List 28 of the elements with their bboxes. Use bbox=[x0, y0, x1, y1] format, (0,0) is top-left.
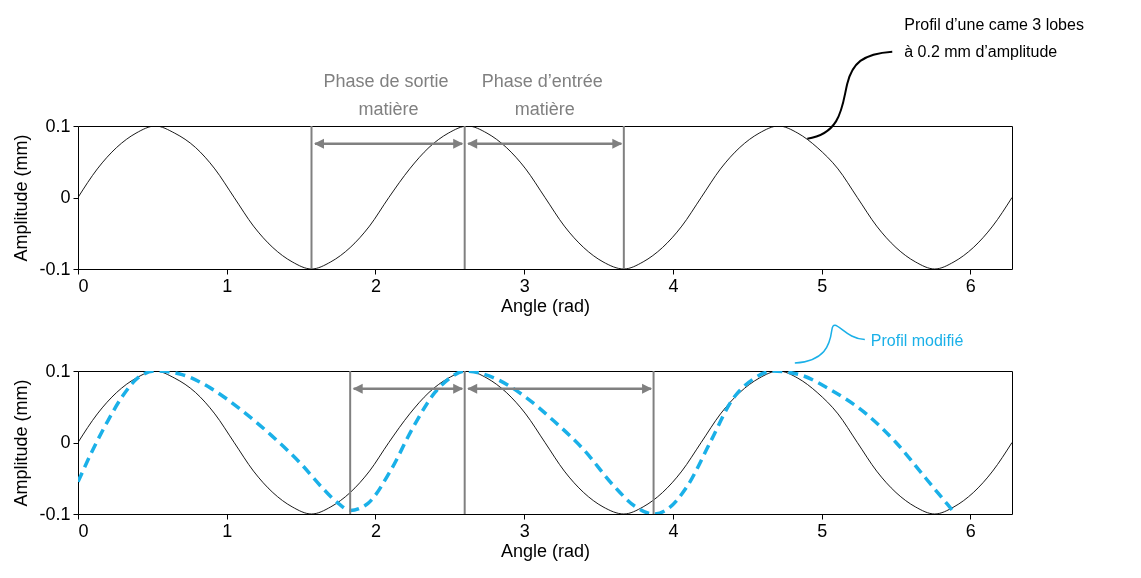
x-tick-label: 0 bbox=[78, 520, 89, 541]
y-tick-label: 0.1 bbox=[45, 115, 71, 136]
y-axis-title: Amplitude (mm) bbox=[11, 134, 32, 262]
x-tick-label: 5 bbox=[817, 520, 828, 541]
y-axis-title: Amplitude (mm) bbox=[11, 379, 32, 507]
annotation: Profil d’une came 3 lobes à 0.2 mm d’amplitude bbox=[904, 15, 1089, 60]
y-tick-label: -0.1 bbox=[39, 503, 71, 524]
x-tick-label: 2 bbox=[370, 275, 381, 296]
x-tick-label: 1 bbox=[222, 275, 233, 296]
x-tick-label: 4 bbox=[668, 520, 679, 541]
x-tick-label: 3 bbox=[519, 275, 530, 296]
x-axis-title: Angle (rad) bbox=[500, 540, 591, 561]
text: Phase d’entrée matière bbox=[481, 70, 608, 119]
text: Phase de sortie matière bbox=[323, 70, 454, 119]
x-tick-label: 6 bbox=[965, 275, 976, 296]
x-tick-label: 2 bbox=[370, 520, 381, 541]
x-tick-label: 6 bbox=[965, 520, 976, 541]
legend-label: Profil modifié bbox=[870, 331, 964, 349]
y-tick-label: 0 bbox=[60, 432, 71, 452]
x-tick-label: 1 bbox=[222, 520, 233, 541]
y-tick-label: -0.1 bbox=[39, 258, 71, 279]
y-tick-label: 0 bbox=[60, 187, 71, 207]
x-tick-label: 3 bbox=[519, 520, 530, 541]
x-tick-label: 5 bbox=[817, 275, 828, 296]
x-tick-label: 4 bbox=[668, 275, 679, 296]
x-axis-title: Angle (rad) bbox=[500, 295, 591, 316]
x-tick-label: 0 bbox=[78, 275, 89, 296]
y-tick-label: 0.1 bbox=[45, 360, 71, 381]
